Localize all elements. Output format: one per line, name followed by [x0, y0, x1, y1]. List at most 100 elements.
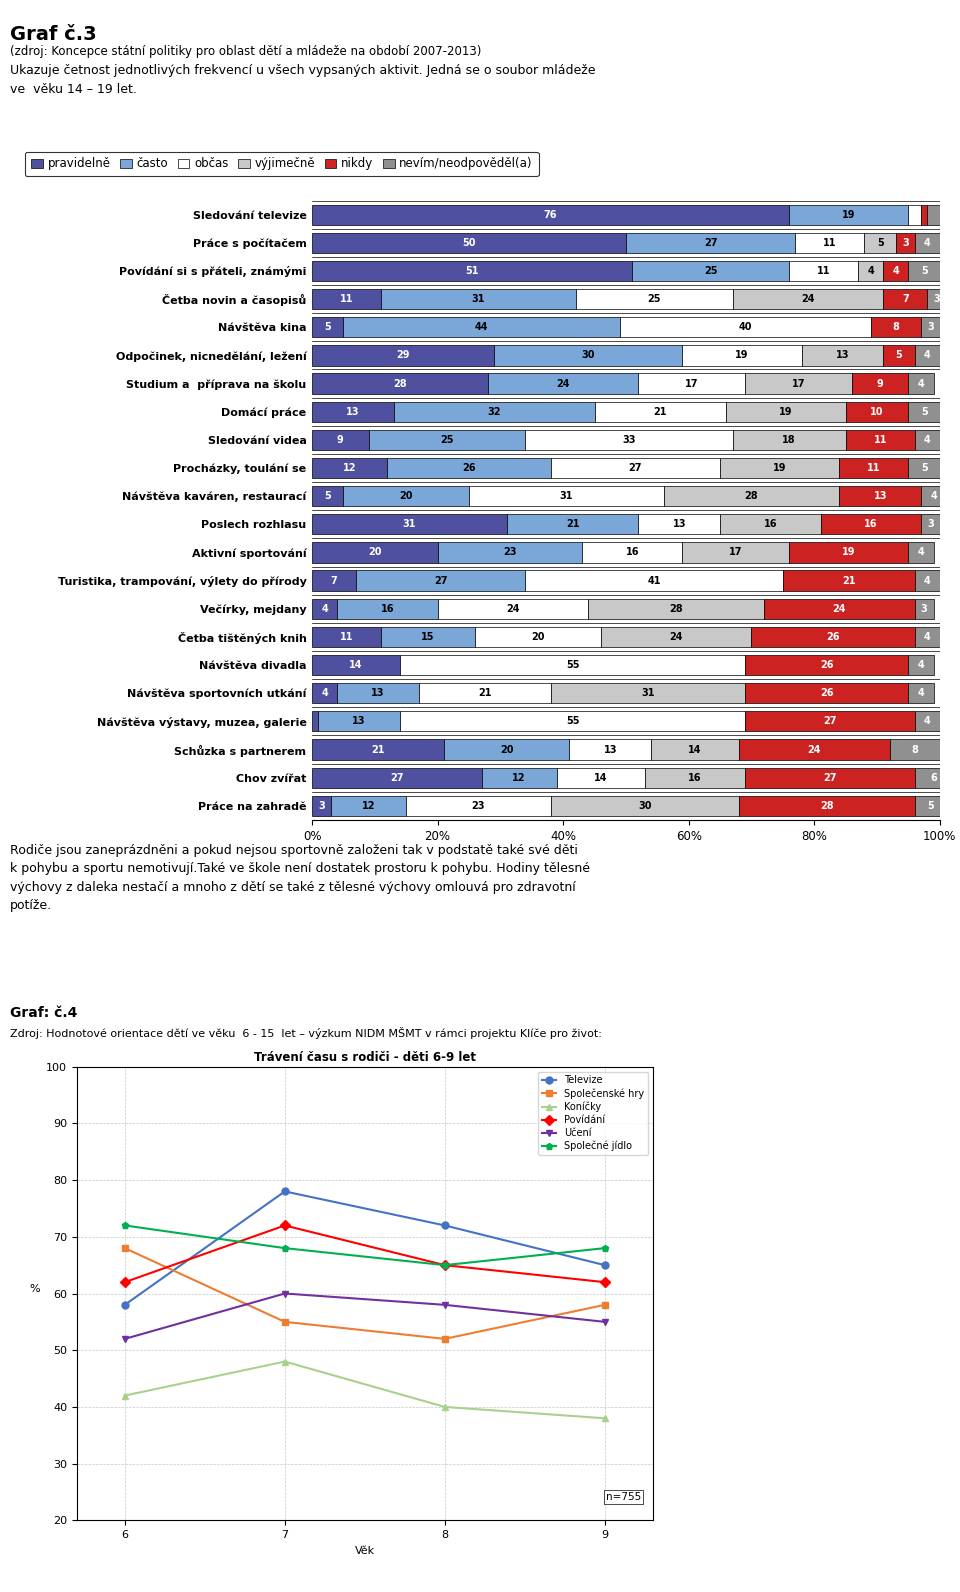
Bar — [601, 627, 752, 646]
Text: Ukazuje četnost jednotlivých frekvencí u všech vypsaných aktivit. Jedná se o sou: Ukazuje četnost jednotlivých frekvencí u… — [10, 64, 595, 76]
Bar — [915, 599, 933, 619]
Text: 4: 4 — [924, 632, 930, 642]
Text: 13: 13 — [604, 745, 617, 755]
Bar — [915, 767, 952, 788]
Text: 8: 8 — [893, 322, 900, 333]
Text: 4: 4 — [924, 350, 930, 360]
Učení — [599, 1312, 611, 1331]
X-axis label: Věk: Věk — [355, 1546, 374, 1555]
Text: 9: 9 — [337, 435, 344, 444]
Bar — [745, 767, 915, 788]
Bar — [789, 204, 908, 224]
Text: 20: 20 — [399, 492, 413, 501]
Společenské hry — [119, 1239, 131, 1258]
Text: 4: 4 — [924, 716, 930, 726]
Text: 4: 4 — [322, 688, 328, 699]
Bar — [394, 401, 594, 422]
Text: 27: 27 — [390, 772, 403, 783]
Bar — [312, 570, 356, 591]
Bar — [915, 796, 947, 817]
Bar — [312, 430, 369, 451]
Bar — [312, 599, 337, 619]
Bar — [557, 767, 645, 788]
Text: 31: 31 — [471, 295, 485, 304]
Bar — [525, 430, 732, 451]
Bar — [683, 345, 802, 366]
Bar — [344, 486, 468, 506]
Společné jídlo — [439, 1256, 450, 1275]
Text: 20: 20 — [531, 632, 544, 642]
Bar — [400, 654, 745, 675]
Učení — [279, 1283, 291, 1302]
Text: 24: 24 — [557, 379, 570, 388]
Text: 28: 28 — [393, 379, 407, 388]
Bar — [915, 430, 940, 451]
Text: 11: 11 — [867, 463, 880, 473]
Line: Učení: Učení — [121, 1290, 609, 1342]
Bar — [927, 204, 940, 224]
Bar — [739, 739, 890, 759]
Bar — [312, 486, 344, 506]
Text: 27: 27 — [704, 237, 717, 248]
Bar — [896, 232, 915, 253]
Bar — [638, 374, 745, 393]
Bar — [908, 401, 940, 422]
Text: 31: 31 — [641, 688, 655, 699]
Bar — [720, 514, 821, 535]
Bar — [915, 345, 940, 366]
Bar — [312, 683, 337, 704]
Text: 28: 28 — [745, 492, 758, 501]
Text: 55: 55 — [565, 661, 579, 670]
Text: 27: 27 — [824, 716, 837, 726]
Televize — [119, 1296, 131, 1315]
Bar — [921, 514, 940, 535]
Bar — [312, 261, 633, 282]
Společné jídlo — [119, 1216, 131, 1235]
Bar — [312, 317, 344, 338]
Text: 21: 21 — [565, 519, 579, 529]
Text: 28: 28 — [820, 801, 833, 810]
Text: 12: 12 — [362, 801, 375, 810]
Bar — [312, 712, 319, 731]
Bar — [732, 290, 883, 309]
Bar — [337, 599, 438, 619]
Text: 11: 11 — [340, 295, 353, 304]
Text: 21: 21 — [654, 406, 667, 417]
Text: 4: 4 — [924, 435, 930, 444]
Text: 3: 3 — [933, 295, 940, 304]
Text: 6: 6 — [930, 772, 937, 783]
Koníčky — [599, 1409, 611, 1428]
Text: 23: 23 — [471, 801, 485, 810]
Bar — [438, 543, 582, 562]
Text: 3: 3 — [902, 237, 909, 248]
Televize — [279, 1181, 291, 1200]
Bar — [475, 627, 601, 646]
Bar — [594, 401, 727, 422]
Text: 40: 40 — [738, 322, 752, 333]
Bar — [883, 290, 927, 309]
Bar — [745, 374, 852, 393]
Bar — [871, 317, 921, 338]
Legend: Televize, Společenské hry, Koníčky, Povídání, Učení, Společné jídlo: Televize, Společenské hry, Koníčky, Poví… — [538, 1071, 648, 1156]
Text: 23: 23 — [503, 548, 516, 557]
Text: 5: 5 — [921, 406, 927, 417]
Text: 16: 16 — [688, 772, 702, 783]
Text: 9: 9 — [876, 379, 883, 388]
Bar — [663, 486, 839, 506]
Televize — [439, 1216, 450, 1235]
Text: 32: 32 — [488, 406, 501, 417]
Bar — [908, 204, 921, 224]
Bar — [387, 458, 551, 478]
Bar — [419, 683, 551, 704]
Text: 24: 24 — [669, 632, 683, 642]
Text: 7: 7 — [902, 295, 909, 304]
Bar — [745, 683, 908, 704]
Text: 50: 50 — [462, 237, 476, 248]
Bar — [312, 204, 789, 224]
Bar — [921, 204, 927, 224]
Bar — [312, 458, 387, 478]
Text: 14: 14 — [349, 661, 363, 670]
Bar — [732, 430, 846, 451]
Text: 12: 12 — [343, 463, 356, 473]
Bar — [319, 712, 400, 731]
